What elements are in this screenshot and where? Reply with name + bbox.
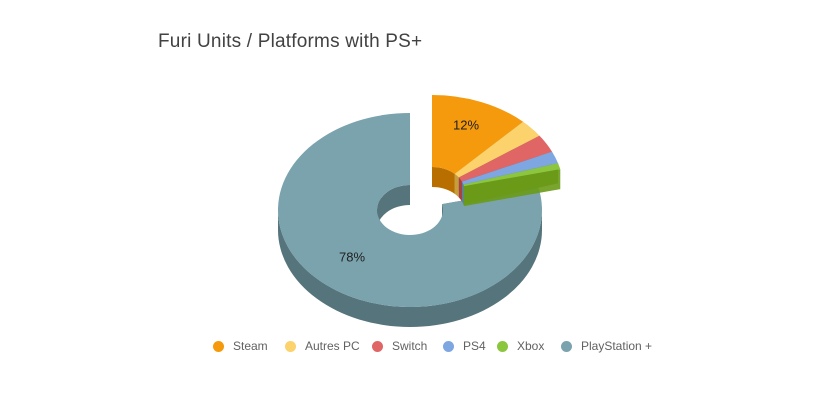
legend-label-autres-pc: Autres PC	[305, 339, 360, 353]
slice-top-ps4	[462, 151, 559, 185]
legend-item-playstation: PlayStation +	[561, 336, 652, 356]
legend-label-playstation: PlayStation +	[581, 339, 653, 353]
slice-cut-face-xbox	[464, 169, 561, 207]
legend-swatch-autres-pc	[285, 340, 296, 352]
slice-top-xbox	[463, 163, 561, 187]
slice-side-playstation	[278, 210, 542, 327]
legend-label-switch: Switch	[392, 339, 428, 353]
legend-swatch-ps4	[443, 340, 454, 352]
legend-label-steam: Steam	[233, 339, 268, 353]
legend-label-xbox: Xbox	[517, 339, 545, 353]
slice-label-playstation: 78%	[339, 249, 365, 264]
slice-top-playstation	[278, 113, 542, 308]
slice-xbox	[463, 163, 561, 207]
legend-item-autres-pc: Autres PC	[285, 336, 360, 356]
chart-legend: Steam Autres PC Switch PS4 Xbox PlayStation +	[0, 336, 825, 358]
legend-swatch-xbox	[497, 340, 508, 352]
legend-swatch-switch	[372, 340, 383, 352]
slice-inner-wall-steam	[432, 167, 455, 194]
slice-top-switch	[458, 135, 553, 182]
slice-top-steam	[432, 95, 524, 174]
slice-inner-wall-playstation	[377, 185, 410, 230]
legend-label-ps4: PS4	[463, 339, 486, 353]
chart-title: Furi Units / Platforms with PS+	[158, 31, 423, 52]
legend-swatch-steam	[213, 340, 224, 352]
legend-item-ps4: PS4	[443, 336, 486, 356]
legend-item-xbox: Xbox	[497, 336, 544, 356]
legend-item-switch: Switch	[372, 336, 427, 356]
slice-label-steam: 12%	[453, 117, 479, 132]
legend-item-steam: Steam	[213, 336, 268, 356]
legend-swatch-playstation	[561, 340, 572, 352]
slice-top-autres-pc	[454, 121, 540, 178]
